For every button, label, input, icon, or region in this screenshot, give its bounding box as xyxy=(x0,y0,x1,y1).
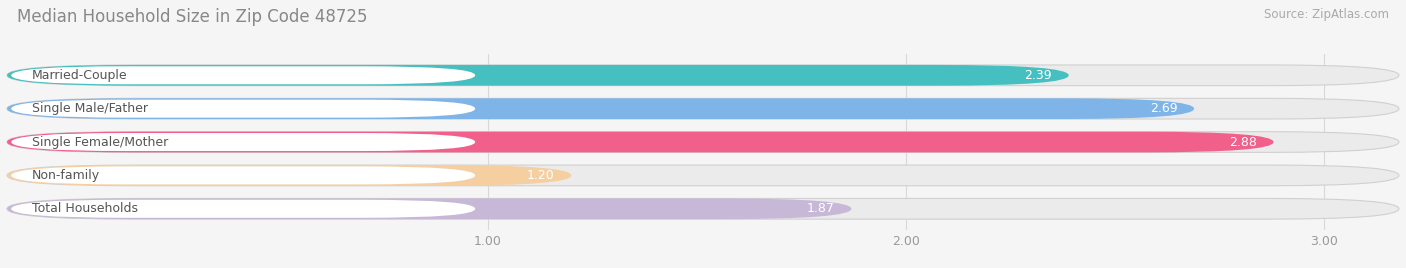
Text: 2.88: 2.88 xyxy=(1229,136,1257,148)
Text: Non-family: Non-family xyxy=(32,169,100,182)
FancyBboxPatch shape xyxy=(11,66,475,84)
FancyBboxPatch shape xyxy=(11,133,475,151)
Text: 2.39: 2.39 xyxy=(1025,69,1052,82)
FancyBboxPatch shape xyxy=(11,166,475,184)
FancyBboxPatch shape xyxy=(7,165,571,186)
FancyBboxPatch shape xyxy=(7,198,1399,219)
Text: Single Male/Father: Single Male/Father xyxy=(32,102,148,115)
Text: Married-Couple: Married-Couple xyxy=(32,69,128,82)
Text: Single Female/Mother: Single Female/Mother xyxy=(32,136,169,148)
Text: Total Households: Total Households xyxy=(32,202,138,215)
FancyBboxPatch shape xyxy=(7,165,1399,186)
Text: Median Household Size in Zip Code 48725: Median Household Size in Zip Code 48725 xyxy=(17,8,367,26)
FancyBboxPatch shape xyxy=(7,65,1069,86)
Text: 1.20: 1.20 xyxy=(527,169,554,182)
FancyBboxPatch shape xyxy=(7,132,1274,152)
FancyBboxPatch shape xyxy=(7,132,1399,152)
FancyBboxPatch shape xyxy=(11,100,475,118)
Text: Source: ZipAtlas.com: Source: ZipAtlas.com xyxy=(1264,8,1389,21)
FancyBboxPatch shape xyxy=(11,200,475,218)
FancyBboxPatch shape xyxy=(7,98,1399,119)
FancyBboxPatch shape xyxy=(7,65,1399,86)
FancyBboxPatch shape xyxy=(7,98,1194,119)
FancyBboxPatch shape xyxy=(7,198,852,219)
Text: 2.69: 2.69 xyxy=(1150,102,1177,115)
Text: 1.87: 1.87 xyxy=(807,202,835,215)
